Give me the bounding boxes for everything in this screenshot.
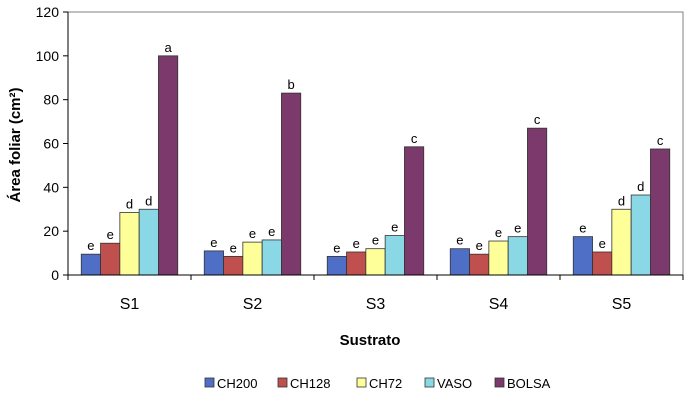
data-label: d	[126, 197, 133, 212]
y-tick-label: 100	[36, 48, 60, 64]
x-axis-title: Sustrato	[340, 332, 401, 349]
data-label: e	[230, 240, 237, 255]
data-label: e	[107, 227, 114, 242]
bars-group	[80, 55, 671, 276]
data-label: e	[476, 238, 483, 253]
bar-ch128-s1	[100, 242, 121, 276]
data-label: a	[164, 40, 172, 55]
bar-ch128-s3	[346, 251, 367, 276]
bar-ch72-s2	[242, 241, 263, 276]
bar-ch72-s1	[119, 212, 140, 276]
bar-vaso-s5	[630, 194, 651, 276]
bar-ch128-s4	[469, 253, 490, 276]
data-label: e	[333, 240, 340, 255]
y-tick-label: 120	[36, 4, 60, 20]
bar-ch200-s2	[203, 250, 224, 276]
data-label: d	[618, 193, 625, 208]
bar-bolsa-s5	[650, 148, 671, 276]
bar-ch128-s2	[223, 255, 244, 276]
legend-label-vaso: VASO	[437, 376, 472, 391]
data-label: e	[268, 224, 275, 239]
bar-ch200-s3	[326, 255, 347, 276]
legend-swatch-ch200	[204, 377, 215, 388]
x-tick-label: S4	[489, 296, 509, 313]
x-tick-label: S5	[612, 296, 632, 313]
data-label: e	[353, 236, 360, 251]
y-tick-label: 0	[51, 267, 59, 283]
data-label: e	[456, 233, 463, 248]
bar-ch72-s3	[365, 248, 386, 276]
y-axis-title: Área foliar (cm²)	[7, 87, 24, 202]
x-tick-label: S3	[366, 296, 386, 313]
axes-group: 0 20 40 60 80 100 120 S1 S2 S3 S4 S5	[36, 4, 684, 313]
legend-swatch-bolsa	[494, 377, 505, 388]
bar-vaso-s4	[507, 236, 528, 276]
data-label: e	[579, 221, 586, 236]
data-label: d	[145, 193, 152, 208]
bar-ch72-s4	[488, 240, 509, 276]
legend-swatch-ch72	[356, 377, 367, 388]
data-label: e	[210, 235, 217, 250]
bar-vaso-s2	[261, 239, 282, 276]
y-tick-label: 60	[43, 136, 59, 152]
bar-ch200-s4	[449, 248, 470, 276]
legend: CH200 CH128 CH72 VASO BOLSA	[204, 376, 551, 391]
data-label: e	[495, 225, 502, 240]
data-label: e	[599, 236, 606, 251]
legend-label-bolsa: BOLSA	[507, 376, 551, 391]
bar-ch200-s1	[80, 253, 101, 276]
bar-vaso-s1	[138, 208, 159, 276]
y-tick-label: 40	[43, 179, 59, 195]
legend-label-ch72: CH72	[369, 376, 402, 391]
legend-swatch-ch128	[277, 377, 288, 388]
x-tick-label: S1	[120, 296, 140, 313]
bar-bolsa-s4	[527, 127, 548, 276]
bar-bolsa-s2	[281, 92, 302, 276]
y-tick-label: 80	[43, 92, 59, 108]
bar-ch128-s5	[592, 251, 613, 276]
data-label: e	[391, 220, 398, 235]
y-tick-label: 20	[43, 223, 59, 239]
data-label: e	[249, 226, 256, 241]
legend-label-ch128: CH128	[290, 376, 330, 391]
data-label: d	[637, 179, 644, 194]
bar-bolsa-s1	[158, 55, 179, 276]
data-label: e	[87, 238, 94, 253]
x-tick-label: S2	[243, 296, 263, 313]
data-label: b	[287, 77, 294, 92]
data-label: e	[372, 233, 379, 248]
bar-ch72-s5	[611, 208, 632, 276]
legend-swatch-vaso	[424, 377, 435, 388]
bar-bolsa-s3	[404, 146, 425, 276]
data-label: c	[411, 131, 418, 146]
data-label: c	[657, 133, 664, 148]
bar-vaso-s3	[384, 235, 405, 276]
legend-label-ch200: CH200	[217, 376, 257, 391]
bar-ch200-s5	[572, 236, 593, 276]
data-label: e	[514, 221, 521, 236]
data-label: c	[534, 112, 541, 127]
